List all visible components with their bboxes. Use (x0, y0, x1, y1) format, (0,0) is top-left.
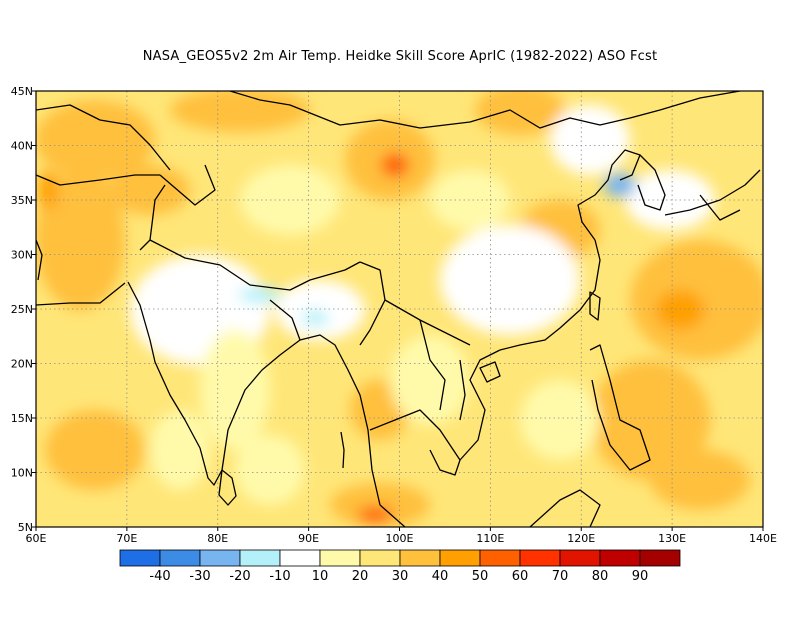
colorbar-label: 90 (632, 569, 649, 584)
colorbar-bin (519, 549, 561, 567)
colorbar-label: 50 (472, 569, 489, 584)
lat-tick-label: 30N (11, 249, 33, 262)
lon-tick-label: 100E (386, 532, 414, 545)
lon-tick-label: 80E (207, 532, 228, 545)
colorbar-bin (279, 549, 321, 567)
lat-tick-label: 35N (11, 194, 33, 207)
lon-tick-label: 130E (658, 532, 686, 545)
lat-tick-label: 45N (11, 85, 33, 98)
map-gridlines (36, 91, 763, 527)
lat-tick-label: 10N (11, 467, 33, 480)
lon-tick-label: 90E (298, 532, 319, 545)
coastlines (36, 91, 761, 527)
lon-tick-label: 70E (116, 532, 137, 545)
colorbar-bin (599, 549, 641, 567)
lon-tick-label: 140E (749, 532, 777, 545)
colorbar-label: -30 (189, 569, 210, 584)
lon-tick-label: 110E (476, 532, 504, 545)
colorbar-bin (159, 549, 201, 567)
colorbar-bin (199, 549, 241, 567)
lon-tick-label: 120E (567, 532, 595, 545)
colorbar-label: -40 (149, 569, 170, 584)
colorbar-label: -10 (269, 569, 290, 584)
colorbar-label: -20 (229, 569, 250, 584)
colorbar-bin (439, 549, 481, 567)
lat-tick-label: 25N (11, 303, 33, 316)
lon-tick-label: 60E (26, 532, 47, 545)
latitude-axis: 5N 10N 15N 20N 25N 30N 35N 40N 45N (11, 85, 36, 534)
lat-tick-label: 5N (18, 521, 33, 534)
colorbar-label: 70 (552, 569, 569, 584)
lat-tick-label: 20N (11, 358, 33, 371)
colorbar-label: 30 (392, 569, 409, 584)
colorbar-bin (119, 549, 161, 567)
colorbar-bin (239, 549, 281, 567)
skill-score-field (36, 91, 763, 527)
colorbar-bin (639, 549, 681, 567)
colorbar-bin (319, 549, 361, 567)
colorbar-label: 60 (512, 569, 529, 584)
map-title: NASA_GEOS5v2 2m Air Temp. Heidke Skill S… (142, 49, 658, 64)
lat-tick-label: 40N (11, 140, 33, 153)
colorbar-label: 20 (352, 569, 369, 584)
lat-tick-label: 15N (11, 412, 33, 425)
colorbar-label: 80 (592, 569, 609, 584)
colorbar-label: 10 (312, 569, 329, 584)
colorbar (119, 549, 681, 567)
colorbar-labels: -40 -30 -20 -10 10 20 30 40 50 60 70 80 90 (149, 569, 648, 584)
colorbar-bin (559, 549, 601, 567)
longitude-axis: 60E 70E 80E 90E 100E 110E 120E 130E 140E (26, 527, 777, 545)
colorbar-bin (359, 549, 401, 567)
colorbar-label: 40 (432, 569, 449, 584)
colorbar-bin (399, 549, 441, 567)
colorbar-bin (479, 549, 521, 567)
